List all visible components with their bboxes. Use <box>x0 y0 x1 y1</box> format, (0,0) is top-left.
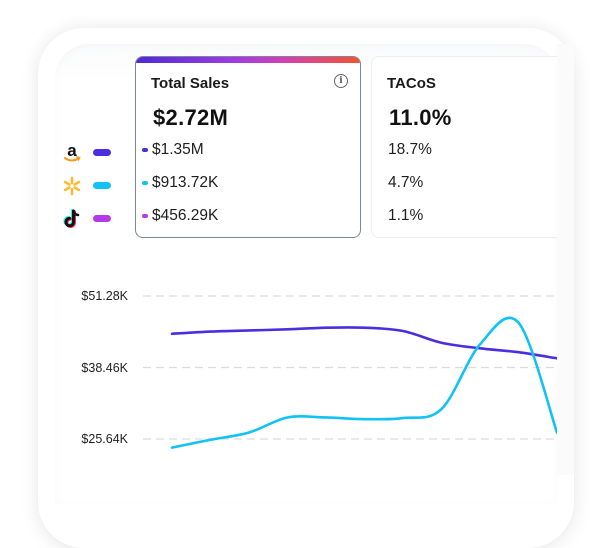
y-tick-label: $25.64K <box>81 432 128 446</box>
tacos-value: 11.0% <box>389 105 452 130</box>
total-sales-card[interactable]: Total Sales i $2.72M $1.35M $913.72K $45… <box>135 56 361 238</box>
legend-item-walmart[interactable] <box>61 169 121 202</box>
dot-tiktok <box>142 214 148 218</box>
dot-walmart <box>142 181 148 185</box>
sales-value-walmart: $913.72K <box>152 174 219 191</box>
legend-item-amazon[interactable]: a <box>61 136 121 169</box>
total-sales-value: $2.72M <box>153 105 229 130</box>
legend-item-tiktok[interactable] <box>61 202 121 235</box>
tacos-value-tiktok: 1.1% <box>388 207 424 224</box>
series-line-amazon[interactable] <box>170 326 559 360</box>
tiktok-logo-icon <box>61 208 83 230</box>
channel-legend: a <box>61 136 121 235</box>
card-accent-bar <box>136 57 360 63</box>
legend-swatch-amazon <box>93 149 111 156</box>
tacos-card[interactable]: TACoS 11.0% 18.7% 4.7% 1.1% <box>371 56 571 238</box>
amazon-logo-icon: a <box>61 142 83 164</box>
card-title: TACoS <box>387 75 436 92</box>
sales-value-tiktok: $456.29K <box>152 207 219 224</box>
tacos-value-amazon: 18.7% <box>388 141 432 158</box>
sales-row-tiktok: $456.29K <box>142 207 218 225</box>
sales-row-amazon: $1.35M <box>142 141 204 159</box>
info-icon[interactable]: i <box>334 74 348 88</box>
y-tick-label: $38.46K <box>81 361 128 375</box>
panel-edge <box>557 44 574 475</box>
legend-swatch-walmart <box>93 182 111 189</box>
card-title: Total Sales <box>151 75 230 92</box>
sales-line-chart <box>143 295 559 449</box>
sales-value-amazon: $1.35M <box>152 141 204 158</box>
y-tick-label: $51.28K <box>81 289 128 303</box>
svg-text:a: a <box>67 142 77 160</box>
series-line-walmart[interactable] <box>170 316 559 449</box>
sales-row-walmart: $913.72K <box>142 174 218 192</box>
tacos-value-walmart: 4.7% <box>388 174 424 191</box>
dot-amazon <box>142 148 148 152</box>
walmart-spark-icon <box>61 175 83 197</box>
legend-swatch-tiktok <box>93 215 111 222</box>
